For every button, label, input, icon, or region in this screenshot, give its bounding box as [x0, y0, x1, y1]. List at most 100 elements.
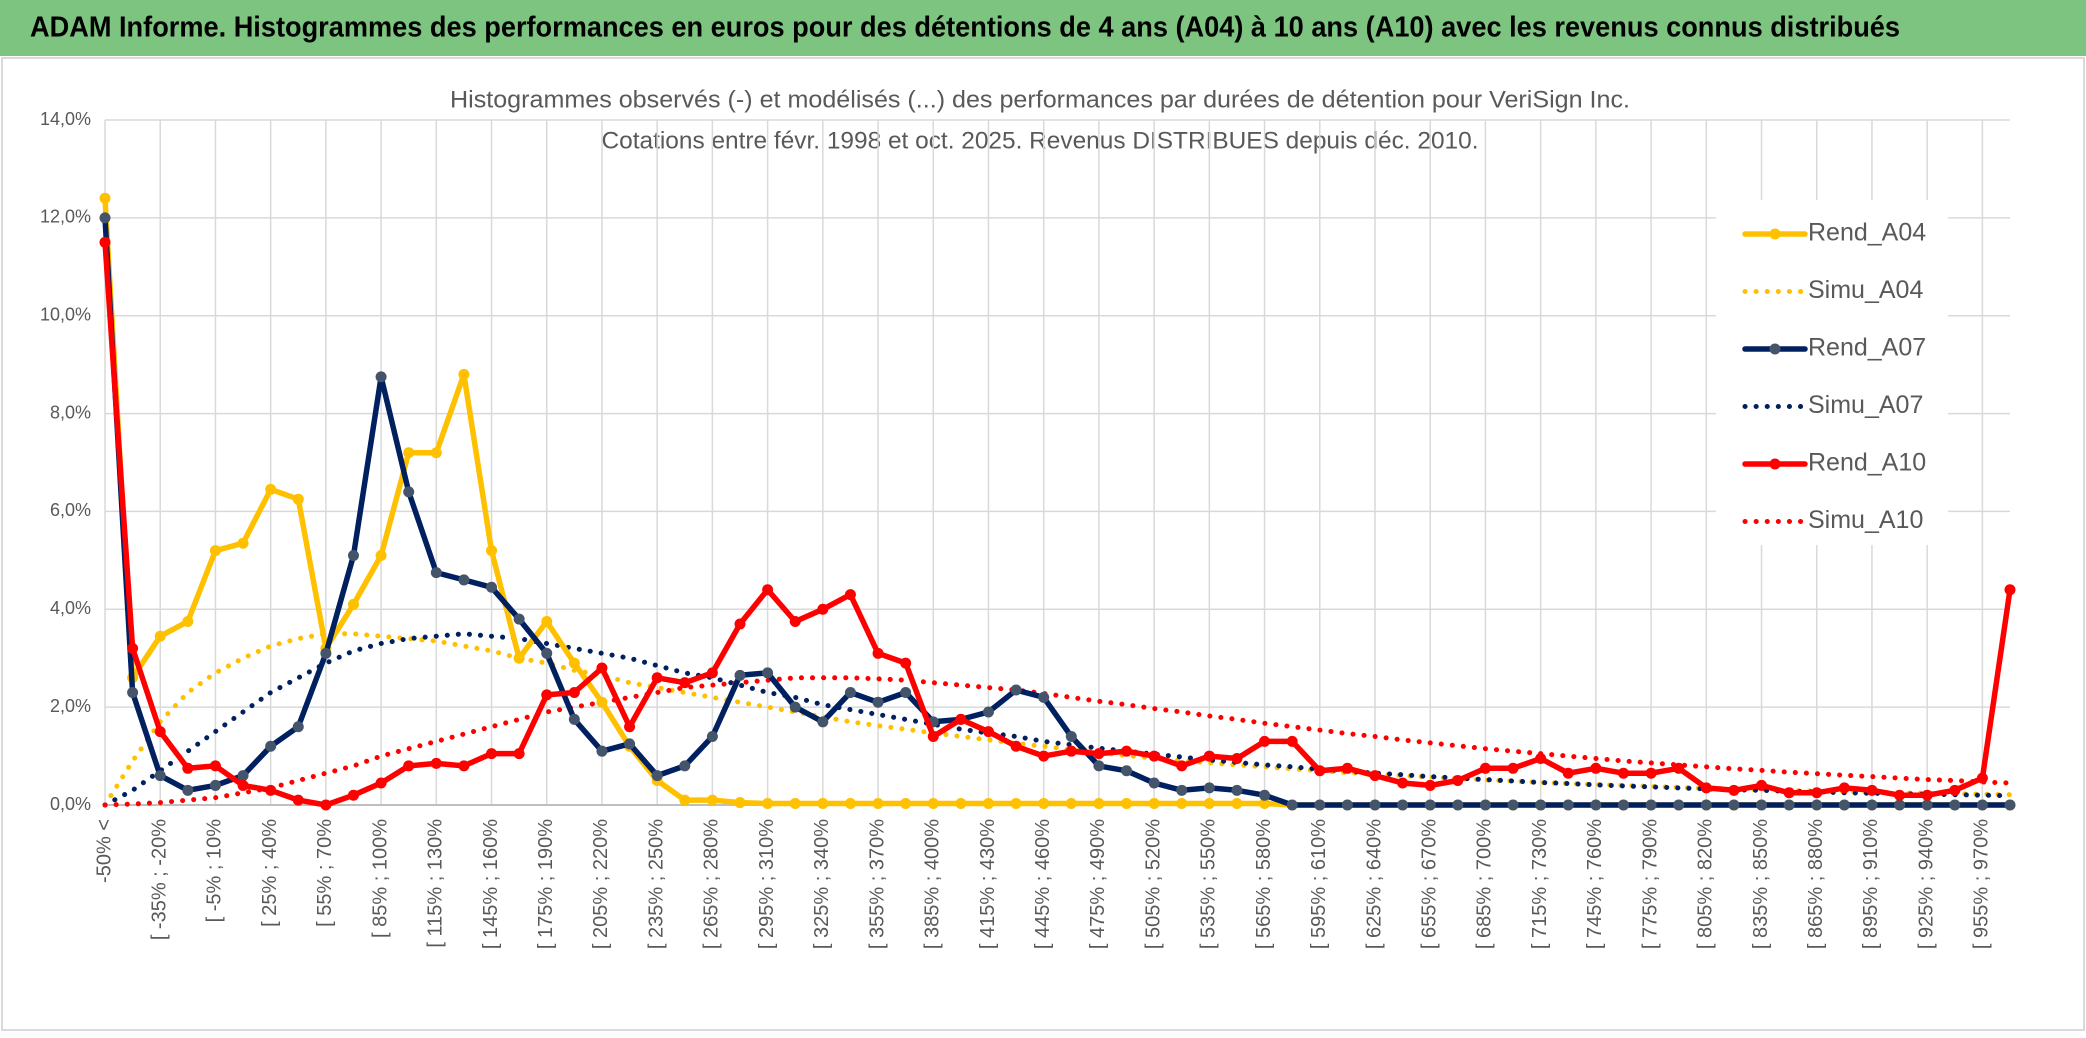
data-point — [2004, 799, 2016, 811]
x-tick-label: [ 805% ; 820% — [1695, 819, 1717, 949]
data-point — [1921, 789, 1933, 801]
x-tick-label: [ 865% ; 880% — [1805, 819, 1827, 949]
data-point — [1203, 750, 1215, 762]
data-point — [927, 731, 939, 742]
x-tick-label: [ 175% ; 190% — [535, 819, 557, 949]
data-point — [458, 574, 470, 586]
x-tick-label: [ 955% ; 970% — [1971, 819, 1993, 949]
data-point — [1093, 798, 1105, 810]
data-point — [375, 549, 387, 561]
data-point — [1921, 799, 1933, 811]
data-point — [209, 545, 221, 557]
x-tick-label: [ 835% ; 850% — [1750, 819, 1772, 949]
x-tick-label: [ 265% ; 280% — [701, 819, 723, 949]
data-point — [403, 486, 415, 498]
data-point — [1507, 799, 1519, 811]
data-point — [1617, 767, 1629, 779]
x-tick-label: [ 25% ; 40% — [259, 819, 281, 927]
data-point — [817, 716, 829, 728]
data-point — [955, 713, 967, 725]
data-point — [430, 447, 442, 459]
series-line — [102, 239, 2013, 808]
y-tick-label: 0,0% — [50, 794, 91, 814]
data-point — [651, 770, 663, 782]
legend-label: Simu_A04 — [1808, 276, 1923, 304]
y-tick-label: 6,0% — [50, 500, 91, 520]
data-point — [596, 696, 608, 708]
x-tick-label: [ 895% ; 910% — [1860, 819, 1882, 949]
data-point — [320, 647, 332, 659]
data-point — [1148, 777, 1160, 789]
data-point — [900, 798, 912, 810]
data-point — [1949, 784, 1961, 796]
data-point — [1010, 684, 1022, 696]
legend-label: Simu_A10 — [1808, 506, 1923, 534]
legend-marker — [1769, 458, 1781, 470]
legend-label: Rend_A10 — [1808, 449, 1926, 477]
data-point — [182, 616, 194, 628]
data-point — [1949, 799, 1961, 811]
data-point — [679, 677, 691, 689]
data-point — [734, 669, 746, 681]
data-point — [375, 371, 387, 383]
data-point — [209, 760, 221, 772]
data-point — [1756, 779, 1768, 791]
data-point — [127, 686, 139, 698]
data-point — [320, 799, 332, 811]
data-point — [1369, 799, 1381, 811]
y-tick-label: 2,0% — [50, 696, 91, 716]
data-point — [872, 647, 884, 659]
data-point — [154, 630, 166, 642]
data-point — [1259, 735, 1271, 747]
data-point — [982, 798, 994, 810]
data-point — [872, 798, 884, 810]
x-tick-label: [ 925% ; 940% — [1915, 819, 1937, 949]
data-point — [1397, 777, 1409, 789]
data-point — [817, 798, 829, 810]
data-point — [347, 549, 359, 561]
data-point — [2004, 584, 2016, 596]
data-point — [844, 798, 856, 810]
data-point — [513, 652, 525, 664]
series-line — [102, 215, 2013, 808]
data-point — [1728, 799, 1740, 811]
data-point — [955, 798, 967, 810]
data-point — [1341, 762, 1353, 774]
data-point — [872, 696, 884, 708]
x-tick-label: [ 715% ; 730% — [1529, 819, 1551, 949]
x-tick-label: [ 235% ; 250% — [645, 819, 667, 949]
data-point — [182, 784, 194, 796]
data-point — [596, 662, 608, 674]
chart-title: Histogrammes observés (-) et modélisés (… — [450, 86, 1630, 113]
data-point — [403, 447, 415, 459]
data-point — [486, 748, 498, 760]
data-point — [541, 689, 553, 701]
data-point — [624, 738, 636, 750]
y-tick-label: 8,0% — [50, 402, 91, 422]
x-tick-label: [ 565% ; 580% — [1253, 819, 1275, 949]
data-point — [1700, 782, 1712, 794]
data-point — [706, 667, 718, 679]
data-point — [292, 493, 304, 505]
data-point — [900, 657, 912, 669]
data-point — [762, 798, 774, 810]
chart-border — [1, 57, 2085, 1031]
x-tick-label: [ 205% ; 220% — [590, 819, 612, 949]
data-point — [430, 757, 442, 769]
data-point — [817, 603, 829, 615]
data-point — [568, 657, 580, 669]
data-point — [1479, 762, 1491, 774]
data-point — [1341, 799, 1353, 811]
data-point — [1065, 745, 1077, 757]
data-point — [1424, 799, 1436, 811]
data-point — [651, 672, 663, 684]
data-point — [430, 567, 442, 579]
data-point — [900, 686, 912, 698]
data-point — [265, 483, 277, 495]
data-point — [1286, 735, 1298, 747]
data-point — [1728, 784, 1740, 796]
data-point — [265, 740, 277, 752]
data-point — [1203, 798, 1215, 810]
x-tick-label: [ 445% ; 460% — [1032, 819, 1054, 949]
